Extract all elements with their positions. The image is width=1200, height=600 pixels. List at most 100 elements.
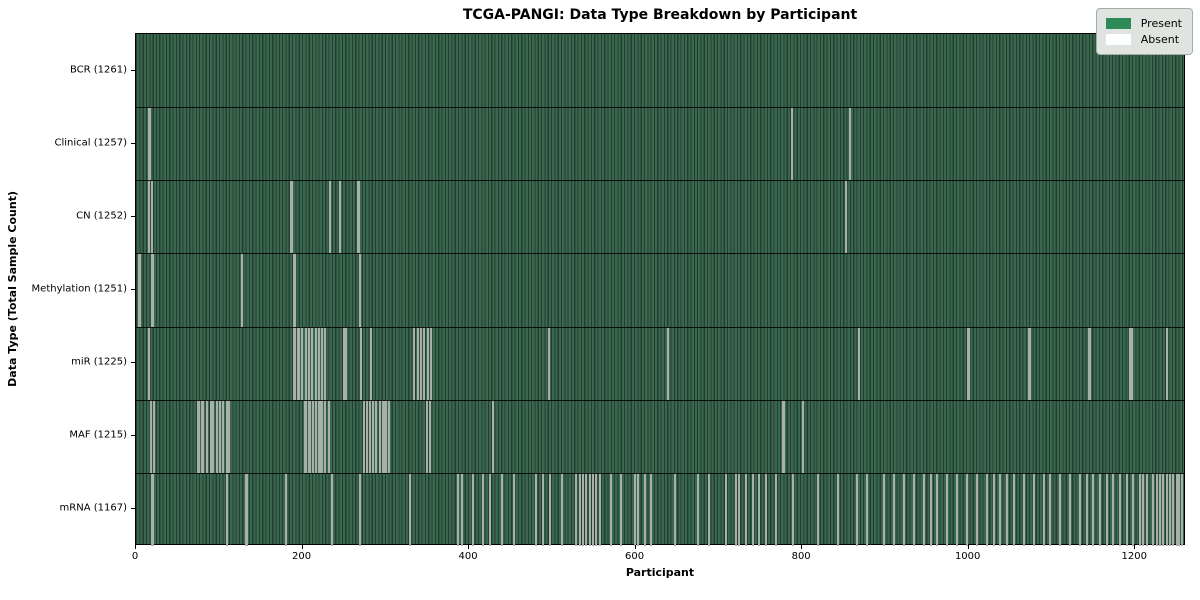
y-tick-mark	[131, 142, 135, 144]
absent-mark	[866, 472, 869, 546]
absent-mark	[1089, 326, 1092, 400]
y-tick-label: CN (1252)	[76, 210, 127, 222]
legend-label: Present	[1140, 17, 1182, 30]
x-tick-label: 1000	[954, 551, 981, 562]
y-tick-mark	[131, 435, 135, 437]
absent-mark	[1142, 472, 1145, 546]
x-tick-mark	[801, 545, 803, 549]
absent-mark	[218, 399, 221, 473]
absent-mark	[592, 472, 595, 546]
absent-mark	[817, 472, 820, 546]
absent-mark	[245, 472, 248, 546]
heatmap-row-mRNA	[136, 472, 1184, 546]
absent-mark	[1112, 472, 1115, 546]
absent-mark	[345, 326, 348, 400]
absent-mark	[929, 472, 932, 546]
absent-mark	[548, 326, 551, 400]
absent-mark	[548, 472, 551, 546]
absent-mark	[149, 399, 152, 473]
x-tick-label: 400	[458, 551, 478, 562]
x-tick-mark	[967, 545, 969, 549]
absent-mark	[992, 472, 995, 546]
absent-mark	[148, 326, 151, 400]
absent-mark	[357, 180, 360, 254]
absent-mark	[609, 472, 612, 546]
absent-mark	[413, 326, 416, 400]
absent-mark	[215, 399, 218, 473]
absent-mark	[513, 472, 516, 546]
absent-mark	[802, 399, 805, 473]
absent-mark	[892, 472, 895, 546]
absent-mark	[745, 472, 748, 546]
absent-mark	[151, 253, 154, 327]
absent-mark	[1145, 472, 1148, 546]
y-tick-mark	[131, 508, 135, 510]
absent-mark	[1132, 472, 1135, 546]
absent-mark	[489, 472, 492, 546]
absent-mark	[1005, 472, 1008, 546]
absent-mark	[198, 399, 201, 473]
absent-mark	[369, 399, 372, 473]
absent-mark	[148, 180, 151, 254]
y-tick-label: mRNA (1167)	[59, 502, 127, 514]
absent-mark	[882, 472, 885, 546]
absent-mark	[560, 472, 563, 546]
absent-mark	[1175, 472, 1178, 546]
absent-mark	[375, 399, 378, 473]
absent-mark	[1049, 472, 1052, 546]
absent-mark	[460, 472, 463, 546]
x-tick-mark	[135, 545, 136, 549]
absent-mark	[371, 399, 374, 473]
absent-mark	[542, 472, 545, 546]
absent-mark	[228, 399, 231, 473]
absent-mark	[293, 326, 296, 400]
absent-mark	[301, 326, 304, 400]
absent-mark	[575, 472, 578, 546]
row-separator	[136, 472, 1184, 474]
absent-mark	[387, 399, 390, 473]
absent-mark	[1042, 472, 1045, 546]
absent-mark	[409, 472, 412, 546]
row-separator	[136, 326, 1184, 328]
heatmap-row-BCR	[136, 34, 1184, 107]
absent-mark	[1162, 472, 1165, 546]
absent-mark	[360, 326, 363, 400]
absent-mark	[318, 399, 321, 473]
absent-mark	[619, 472, 622, 546]
absent-mark	[149, 107, 152, 181]
absent-mark	[1105, 472, 1108, 546]
x-tick-mark	[1134, 545, 1136, 549]
absent-mark	[966, 472, 969, 546]
x-tick-label: 200	[291, 551, 312, 562]
absent-mark	[967, 326, 970, 400]
absent-mark	[225, 472, 228, 546]
absent-mark	[837, 472, 840, 546]
absent-mark	[150, 180, 153, 254]
absent-mark	[735, 472, 738, 546]
absent-mark	[304, 399, 307, 473]
absent-mark	[774, 472, 777, 546]
absent-mark	[151, 472, 154, 546]
absent-mark	[858, 326, 861, 400]
absent-mark	[1085, 472, 1088, 546]
heatmap-row-Methylation	[136, 253, 1184, 327]
absent-mark	[312, 399, 315, 473]
absent-mark	[331, 472, 334, 546]
y-tick-mark	[131, 69, 135, 71]
absent-mark	[1178, 472, 1180, 546]
absent-mark	[1168, 472, 1171, 546]
absent-mark	[153, 399, 156, 473]
x-tick-label: 600	[625, 551, 645, 562]
absent-mark	[416, 326, 419, 400]
legend-item-present: Present	[1105, 17, 1182, 30]
plot-area	[135, 33, 1185, 546]
absent-mark	[212, 399, 215, 473]
absent-mark	[291, 180, 294, 254]
absent-mark	[534, 472, 537, 546]
absent-mark	[764, 472, 767, 546]
absent-mark	[308, 399, 311, 473]
heatmap-row-Clinical	[136, 107, 1184, 181]
absent-mark	[381, 399, 384, 473]
absent-mark	[666, 326, 669, 400]
heatmap-row-MAF	[136, 399, 1184, 473]
